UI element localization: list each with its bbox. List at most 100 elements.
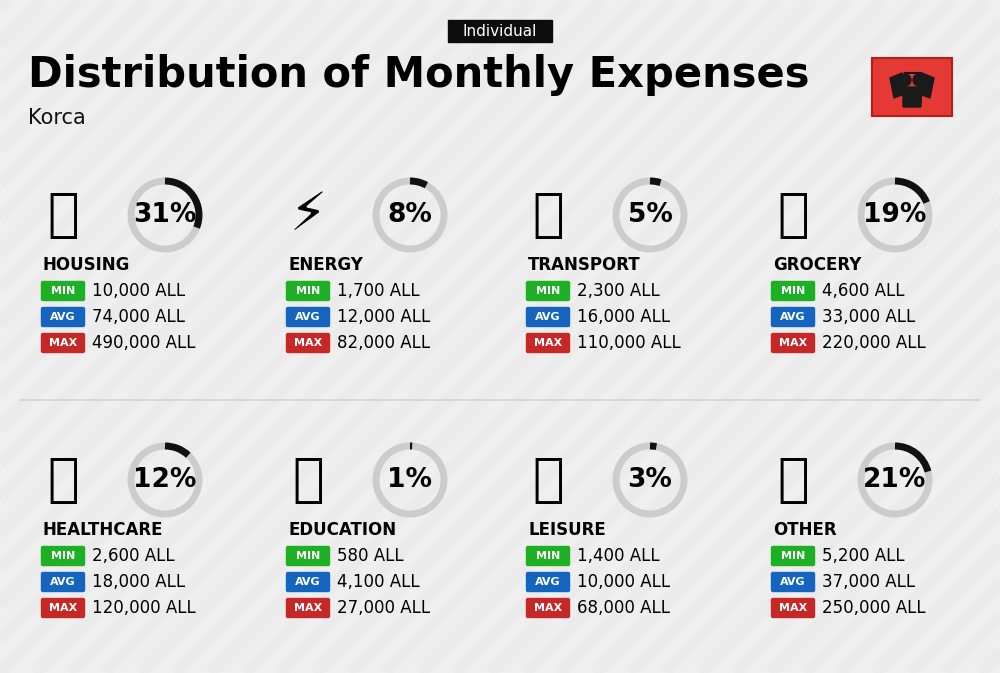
Text: 110,000 ALL: 110,000 ALL bbox=[577, 334, 681, 352]
Text: HEALTHCARE: HEALTHCARE bbox=[43, 521, 164, 539]
FancyBboxPatch shape bbox=[287, 334, 330, 353]
Text: 33,000 ALL: 33,000 ALL bbox=[822, 308, 915, 326]
Text: AVG: AVG bbox=[50, 577, 76, 587]
FancyBboxPatch shape bbox=[772, 598, 814, 618]
Text: MAX: MAX bbox=[534, 603, 562, 613]
Text: 8%: 8% bbox=[388, 202, 432, 228]
FancyBboxPatch shape bbox=[526, 573, 570, 592]
FancyBboxPatch shape bbox=[287, 308, 330, 326]
Text: 💊: 💊 bbox=[47, 454, 79, 506]
Text: MIN: MIN bbox=[296, 551, 320, 561]
Text: 82,000 ALL: 82,000 ALL bbox=[337, 334, 430, 352]
Text: 1,400 ALL: 1,400 ALL bbox=[577, 547, 660, 565]
Text: EDUCATION: EDUCATION bbox=[288, 521, 396, 539]
Text: MIN: MIN bbox=[51, 551, 75, 561]
Text: 🎓: 🎓 bbox=[292, 454, 324, 506]
Text: 27,000 ALL: 27,000 ALL bbox=[337, 599, 430, 617]
Text: AVG: AVG bbox=[780, 577, 806, 587]
Text: 2,300 ALL: 2,300 ALL bbox=[577, 282, 660, 300]
Text: HOUSING: HOUSING bbox=[43, 256, 130, 274]
Text: 🛍: 🛍 bbox=[532, 454, 564, 506]
Text: 5%: 5% bbox=[628, 202, 672, 228]
Text: 37,000 ALL: 37,000 ALL bbox=[822, 573, 915, 591]
Text: MAX: MAX bbox=[49, 603, 77, 613]
Polygon shape bbox=[890, 73, 907, 98]
Text: MIN: MIN bbox=[781, 286, 805, 296]
Polygon shape bbox=[917, 73, 934, 98]
Text: 18,000 ALL: 18,000 ALL bbox=[92, 573, 185, 591]
Text: 4,100 ALL: 4,100 ALL bbox=[337, 573, 420, 591]
FancyBboxPatch shape bbox=[526, 598, 570, 618]
FancyBboxPatch shape bbox=[287, 546, 330, 565]
Text: AVG: AVG bbox=[295, 312, 321, 322]
Text: TRANSPORT: TRANSPORT bbox=[528, 256, 641, 274]
Text: 4,600 ALL: 4,600 ALL bbox=[822, 282, 904, 300]
Text: 19%: 19% bbox=[863, 202, 927, 228]
Text: 12,000 ALL: 12,000 ALL bbox=[337, 308, 430, 326]
Text: 🚌: 🚌 bbox=[532, 189, 564, 241]
FancyBboxPatch shape bbox=[287, 573, 330, 592]
Text: 🏢: 🏢 bbox=[47, 189, 79, 241]
Text: 2,600 ALL: 2,600 ALL bbox=[92, 547, 175, 565]
Text: Korca: Korca bbox=[28, 108, 86, 128]
FancyBboxPatch shape bbox=[526, 281, 570, 301]
Text: 68,000 ALL: 68,000 ALL bbox=[577, 599, 670, 617]
Text: 220,000 ALL: 220,000 ALL bbox=[822, 334, 926, 352]
Text: GROCERY: GROCERY bbox=[773, 256, 861, 274]
Text: 580 ALL: 580 ALL bbox=[337, 547, 404, 565]
Text: ⚡: ⚡ bbox=[290, 189, 326, 241]
Text: Distribution of Monthly Expenses: Distribution of Monthly Expenses bbox=[28, 54, 810, 96]
Text: MIN: MIN bbox=[51, 286, 75, 296]
Text: 74,000 ALL: 74,000 ALL bbox=[92, 308, 185, 326]
Text: 1,700 ALL: 1,700 ALL bbox=[337, 282, 420, 300]
FancyBboxPatch shape bbox=[42, 598, 84, 618]
FancyBboxPatch shape bbox=[772, 308, 814, 326]
FancyBboxPatch shape bbox=[448, 20, 552, 42]
Text: MIN: MIN bbox=[536, 551, 560, 561]
Text: ⬛: ⬛ bbox=[901, 70, 923, 104]
Circle shape bbox=[913, 74, 925, 86]
Text: OTHER: OTHER bbox=[773, 521, 837, 539]
FancyBboxPatch shape bbox=[42, 334, 84, 353]
Text: LEISURE: LEISURE bbox=[528, 521, 606, 539]
Text: AVG: AVG bbox=[535, 577, 561, 587]
Text: MAX: MAX bbox=[779, 338, 807, 348]
Text: ENERGY: ENERGY bbox=[288, 256, 363, 274]
FancyBboxPatch shape bbox=[872, 58, 952, 116]
Text: 🛒: 🛒 bbox=[777, 189, 809, 241]
FancyBboxPatch shape bbox=[526, 546, 570, 565]
FancyBboxPatch shape bbox=[772, 281, 814, 301]
FancyBboxPatch shape bbox=[42, 573, 84, 592]
Text: 💳: 💳 bbox=[777, 454, 809, 506]
Circle shape bbox=[899, 74, 911, 86]
Text: 31%: 31% bbox=[133, 202, 197, 228]
Text: 490,000 ALL: 490,000 ALL bbox=[92, 334, 196, 352]
Text: 250,000 ALL: 250,000 ALL bbox=[822, 599, 926, 617]
FancyBboxPatch shape bbox=[287, 281, 330, 301]
FancyBboxPatch shape bbox=[903, 87, 921, 107]
Text: MAX: MAX bbox=[534, 338, 562, 348]
Text: 5,200 ALL: 5,200 ALL bbox=[822, 547, 905, 565]
Text: 1%: 1% bbox=[388, 467, 432, 493]
Text: 21%: 21% bbox=[863, 467, 927, 493]
FancyBboxPatch shape bbox=[287, 598, 330, 618]
Text: 16,000 ALL: 16,000 ALL bbox=[577, 308, 670, 326]
Text: 3%: 3% bbox=[628, 467, 672, 493]
Text: MAX: MAX bbox=[294, 603, 322, 613]
Text: 10,000 ALL: 10,000 ALL bbox=[577, 573, 670, 591]
Text: MAX: MAX bbox=[49, 338, 77, 348]
FancyBboxPatch shape bbox=[526, 308, 570, 326]
FancyBboxPatch shape bbox=[772, 334, 814, 353]
FancyBboxPatch shape bbox=[42, 308, 84, 326]
Text: AVG: AVG bbox=[780, 312, 806, 322]
Text: Individual: Individual bbox=[463, 24, 537, 38]
Text: MAX: MAX bbox=[294, 338, 322, 348]
Text: 120,000 ALL: 120,000 ALL bbox=[92, 599, 196, 617]
Text: MIN: MIN bbox=[296, 286, 320, 296]
Text: AVG: AVG bbox=[50, 312, 76, 322]
FancyBboxPatch shape bbox=[772, 546, 814, 565]
FancyBboxPatch shape bbox=[42, 281, 84, 301]
FancyBboxPatch shape bbox=[526, 334, 570, 353]
FancyBboxPatch shape bbox=[772, 573, 814, 592]
Text: MAX: MAX bbox=[779, 603, 807, 613]
